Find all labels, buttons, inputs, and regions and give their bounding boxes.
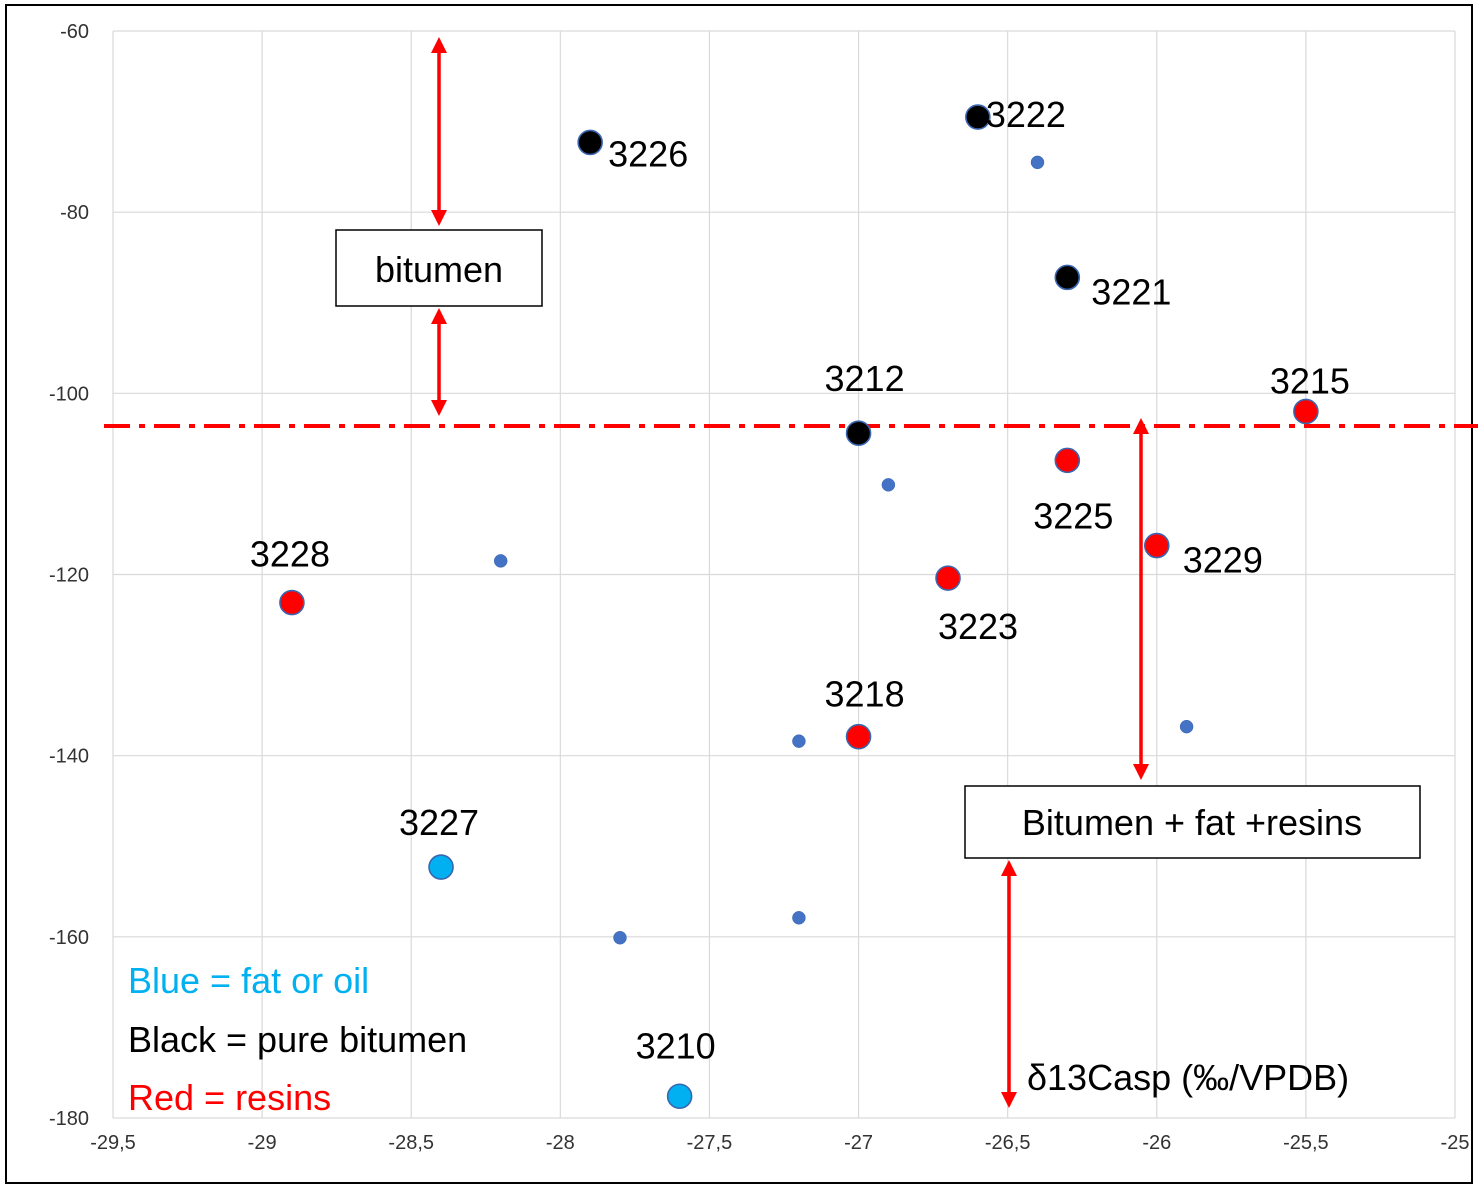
arrow-asp-range xyxy=(1001,860,1017,1108)
arrow-head xyxy=(1133,418,1149,434)
y-tick-label: -140 xyxy=(49,746,89,768)
bitumen-annotation-box: bitumen xyxy=(335,229,543,307)
arrow-layer xyxy=(431,37,1149,1108)
x-tick-label: -27 xyxy=(844,1132,873,1154)
x-tick-label: -25,5 xyxy=(1283,1132,1329,1154)
data-point-3218 xyxy=(845,723,872,750)
y-tick-label: -80 xyxy=(60,202,89,224)
chart-frame xyxy=(5,4,1473,1184)
y-tick-label: -180 xyxy=(49,1108,89,1130)
point-label-3222: 3222 xyxy=(986,94,1066,135)
data-point-3223 xyxy=(935,565,961,591)
data-point xyxy=(1030,155,1045,170)
point-label-3225: 3225 xyxy=(1033,495,1113,536)
data-point xyxy=(613,930,627,945)
data-point-3228 xyxy=(279,589,305,616)
arrow-bitumen-upper xyxy=(431,37,447,226)
data-point xyxy=(792,734,806,748)
legend-black: Black = pure bitumen xyxy=(128,1019,467,1060)
data-point xyxy=(493,554,508,568)
legend: Blue = fat or oil Black = pure bitumen R… xyxy=(128,960,467,1118)
data-point-3227 xyxy=(428,854,454,880)
y-tick-label: -160 xyxy=(49,927,89,949)
data-point-3226 xyxy=(577,129,603,156)
x-tick-label: -29,5 xyxy=(90,1132,136,1154)
mix-annotation-box: Bitumen + fat +resins xyxy=(964,785,1421,859)
arrow-head xyxy=(431,400,447,416)
x-tick-label: -28,5 xyxy=(388,1132,434,1154)
mix-box-frame xyxy=(964,785,1421,859)
arrow-head xyxy=(431,37,447,53)
point-label-3215: 3215 xyxy=(1270,360,1350,401)
point-label-3226: 3226 xyxy=(608,133,688,174)
data-point xyxy=(1179,719,1194,734)
x-tick-label: -26,5 xyxy=(985,1132,1031,1154)
arrow-mix-range xyxy=(1133,418,1149,780)
x-tick-label: -28 xyxy=(546,1132,575,1154)
data-point-3212 xyxy=(845,420,872,446)
point-layer xyxy=(279,104,1319,1110)
point-label-3212: 3212 xyxy=(825,358,905,399)
data-point-3229 xyxy=(1143,532,1170,559)
data-point xyxy=(792,911,806,925)
point-label-3228: 3228 xyxy=(250,534,330,575)
x-tick-label: -25 xyxy=(1441,1132,1470,1154)
data-point xyxy=(881,478,896,492)
arrow-head xyxy=(431,210,447,226)
legend-red: Red = resins xyxy=(128,1077,331,1118)
point-label-3227: 3227 xyxy=(399,802,479,843)
mix-box-text: Bitumen + fat +resins xyxy=(1022,802,1362,843)
x-tick-label: -29 xyxy=(248,1132,277,1154)
point-label-3229: 3229 xyxy=(1183,540,1263,581)
data-point-3222 xyxy=(965,104,991,130)
y-tick-label: -100 xyxy=(49,383,89,405)
data-point-3215 xyxy=(1293,398,1319,425)
data-point-3221 xyxy=(1054,264,1081,291)
arrow-head xyxy=(1001,1092,1017,1108)
point-label-3223: 3223 xyxy=(938,606,1018,647)
point-labels: 3227 3210 3226 3222 3221 3212 3215 3225 3229 3223… xyxy=(250,94,1350,1066)
point-label-3221: 3221 xyxy=(1091,271,1171,312)
tick-labels: -29,5 -29 -28,5 -28 -27,5 -27 -26,5 -26 -25,5 -25… xyxy=(49,21,1469,1154)
point-label-3210: 3210 xyxy=(636,1025,716,1066)
bitumen-box-text: bitumen xyxy=(375,249,503,290)
arrow-bitumen-lower xyxy=(431,308,447,416)
x-tick-label: -26 xyxy=(1142,1132,1171,1154)
arrow-head xyxy=(1001,860,1017,876)
data-point-3225 xyxy=(1054,447,1081,474)
arrow-head xyxy=(1133,764,1149,780)
point-label-3218: 3218 xyxy=(825,674,905,715)
bitumen-box-frame xyxy=(335,229,543,307)
y-tick-label: -60 xyxy=(60,21,89,43)
axis-note: δ13Casp (‰/VPDB) xyxy=(1027,1057,1349,1098)
data-point-3210 xyxy=(666,1083,693,1110)
x-tick-label: -27,5 xyxy=(687,1132,733,1154)
arrow-head xyxy=(431,308,447,324)
y-tick-label: -120 xyxy=(49,565,89,587)
legend-blue: Blue = fat or oil xyxy=(128,960,369,1001)
